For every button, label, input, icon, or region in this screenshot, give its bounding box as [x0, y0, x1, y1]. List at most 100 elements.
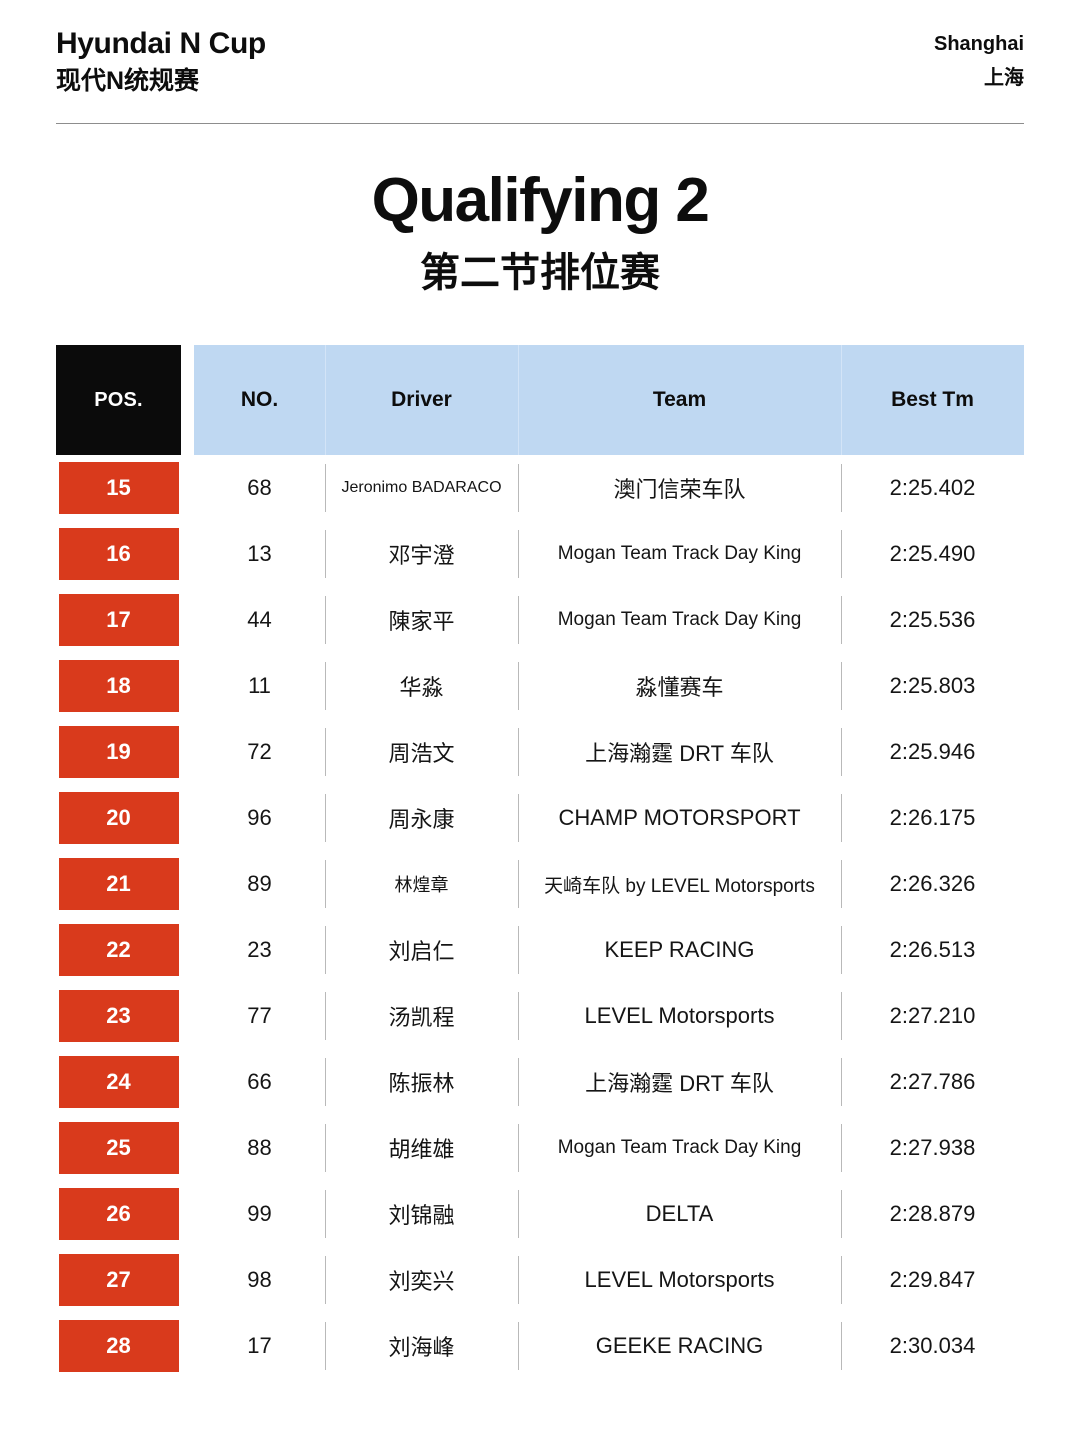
cell-group: 77 汤凯程 LEVEL Motorsports 2:27.210: [194, 983, 1024, 1049]
column-header-driver: Driver: [325, 345, 518, 456]
column-header-pos: POS.: [56, 345, 181, 456]
position-badge: 24: [58, 1056, 179, 1109]
cell-team-name: Mogan Team Track Day King: [518, 587, 841, 653]
cell-driver-name: 陳家平: [325, 587, 518, 653]
cell-position: 23: [56, 983, 181, 1049]
column-header-no: NO.: [240, 388, 279, 412]
cell-driver-name: 周永康: [325, 785, 518, 851]
cell-position: 17: [56, 587, 181, 653]
brand-name-cn: 现代N统规赛: [56, 67, 200, 95]
table-row: 23 77 汤凯程 LEVEL Motorsports 2:27.210: [56, 983, 1024, 1049]
position-badge: 15: [58, 462, 179, 515]
table-row: 19 72 周浩文 上海瀚霆 DRT 车队 2:25.946: [56, 719, 1024, 785]
cell-position: 15: [56, 455, 181, 521]
venue-name-en: Shanghai: [933, 33, 1024, 55]
cell-position: 25: [56, 1115, 181, 1181]
table-row: 21 89 林煌章 天崎车队 by LEVEL Motorsports 2:26.326: [56, 851, 1024, 917]
cell-best-time: 2:27.210: [841, 983, 1024, 1049]
cell-car-number: 72: [247, 739, 272, 765]
cell-group: 99 刘锦融 DELTA 2:28.879: [194, 1181, 1024, 1247]
cell-car-number: 13: [247, 541, 272, 567]
cell-group: 88 胡维雄 Mogan Team Track Day King 2:27.938: [194, 1115, 1024, 1181]
cell-best-time: 2:27.786: [841, 1049, 1024, 1115]
page-header: Hyundai N Cup 现代N统规赛 Shanghai 上海: [0, 0, 1080, 97]
cell-group: 17 刘海峰 GEEKE RACING 2:30.034: [194, 1313, 1024, 1379]
cell-car-number: 99: [247, 1201, 272, 1227]
cell-position: 19: [56, 719, 181, 785]
cell-position: 21: [56, 851, 181, 917]
cell-car-number: 66: [247, 1069, 272, 1095]
session-title-en: Qualifying 2: [371, 166, 710, 236]
cell-driver-name: 周浩文: [325, 719, 518, 785]
position-badge: 16: [58, 528, 179, 581]
session-title: Qualifying 2 第二节排位赛: [0, 168, 1080, 297]
cell-best-time: 2:25.402: [841, 455, 1024, 521]
cell-team-name: 淼懂赛车: [518, 653, 841, 719]
cell-team-name: KEEP RACING: [518, 917, 841, 983]
event-venue: Shanghai 上海: [934, 26, 1024, 90]
cell-car-number: 11: [248, 673, 271, 699]
table-row: 15 68 Jeronimo BADARACO 澳门信荣车队 2:25.402: [56, 455, 1024, 521]
position-badge: 25: [58, 1122, 179, 1175]
cell-position: 27: [56, 1247, 181, 1313]
cell-driver-name: 邓宇澄: [325, 521, 518, 587]
cell-team-name: Mogan Team Track Day King: [518, 521, 841, 587]
cell-position: 28: [56, 1313, 181, 1379]
column-header-time: Best Tm: [841, 345, 1024, 456]
cell-group: 23 刘启仁 KEEP RACING 2:26.513: [194, 917, 1024, 983]
cell-driver-name: 陈振林: [325, 1049, 518, 1115]
cell-driver-name: 刘海峰: [325, 1313, 518, 1379]
position-badge: 18: [58, 660, 179, 713]
cell-position: 16: [56, 521, 181, 587]
cell-group: 68 Jeronimo BADARACO 澳门信荣车队 2:25.402: [194, 455, 1024, 521]
cell-best-time: 2:26.513: [841, 917, 1024, 983]
cell-best-time: 2:25.946: [841, 719, 1024, 785]
cell-best-time: 2:29.847: [841, 1247, 1024, 1313]
table-row: 17 44 陳家平 Mogan Team Track Day King 2:25.536: [56, 587, 1024, 653]
position-badge: 28: [58, 1320, 179, 1373]
brand-name-en: Hyundai N Cup: [56, 27, 266, 60]
table-body: 15 68 Jeronimo BADARACO 澳门信荣车队 2:25.402 16 13 邓…: [56, 455, 1024, 1379]
table-row: 16 13 邓宇澄 Mogan Team Track Day King 2:25.490: [56, 521, 1024, 587]
results-table: POS. NO. Driver Team Best Tm 15 68 Jeronim…: [56, 345, 1024, 1379]
position-badge: 27: [58, 1254, 179, 1307]
cell-driver-name: 胡维雄: [325, 1115, 518, 1181]
cell-team-name: CHAMP MOTORSPORT: [518, 785, 841, 851]
cell-best-time: 2:25.490: [841, 521, 1024, 587]
cell-team-name: LEVEL Motorsports: [518, 983, 841, 1049]
venue-name-cn: 上海: [984, 67, 1024, 89]
cell-driver-name: 刘锦融: [325, 1181, 518, 1247]
cell-best-time: 2:25.536: [841, 587, 1024, 653]
cell-car-number: 17: [247, 1333, 272, 1359]
cell-car-number: 44: [247, 607, 272, 633]
cell-team-name: 上海瀚霆 DRT 车队: [518, 1049, 841, 1115]
cell-group: 98 刘奕兴 LEVEL Motorsports 2:29.847: [194, 1247, 1024, 1313]
cell-car-number: 77: [247, 1003, 272, 1029]
cell-driver-name: 汤凯程: [325, 983, 518, 1049]
cell-car-number: 88: [247, 1135, 272, 1161]
cell-position: 18: [56, 653, 181, 719]
cell-driver-name: 刘启仁: [325, 917, 518, 983]
cell-position: 26: [56, 1181, 181, 1247]
cell-car-number: 23: [247, 937, 272, 963]
cell-car-number: 98: [247, 1267, 272, 1293]
cell-group: 96 周永康 CHAMP MOTORSPORT 2:26.175: [194, 785, 1024, 851]
cell-best-time: 2:26.175: [841, 785, 1024, 851]
cell-team-name: 澳门信荣车队: [518, 455, 841, 521]
cell-car-number: 89: [247, 871, 272, 897]
table-row: 24 66 陈振林 上海瀚霆 DRT 车队 2:27.786: [56, 1049, 1024, 1115]
cell-group: 89 林煌章 天崎车队 by LEVEL Motorsports 2:26.326: [194, 851, 1024, 917]
position-badge: 26: [58, 1188, 179, 1241]
cell-best-time: 2:26.326: [841, 851, 1024, 917]
cell-team-name: GEEKE RACING: [518, 1313, 841, 1379]
cell-team-name: Mogan Team Track Day King: [518, 1115, 841, 1181]
position-badge: 22: [58, 924, 179, 977]
table-row: 25 88 胡维雄 Mogan Team Track Day King 2:27.938: [56, 1115, 1024, 1181]
position-badge: 23: [58, 990, 179, 1043]
cell-position: 22: [56, 917, 181, 983]
cell-driver-name: Jeronimo BADARACO: [325, 455, 518, 521]
cell-group: 66 陈振林 上海瀚霆 DRT 车队 2:27.786: [194, 1049, 1024, 1115]
cell-team-name: LEVEL Motorsports: [518, 1247, 841, 1313]
cell-group: 44 陳家平 Mogan Team Track Day King 2:25.536: [194, 587, 1024, 653]
cell-best-time: 2:28.879: [841, 1181, 1024, 1247]
